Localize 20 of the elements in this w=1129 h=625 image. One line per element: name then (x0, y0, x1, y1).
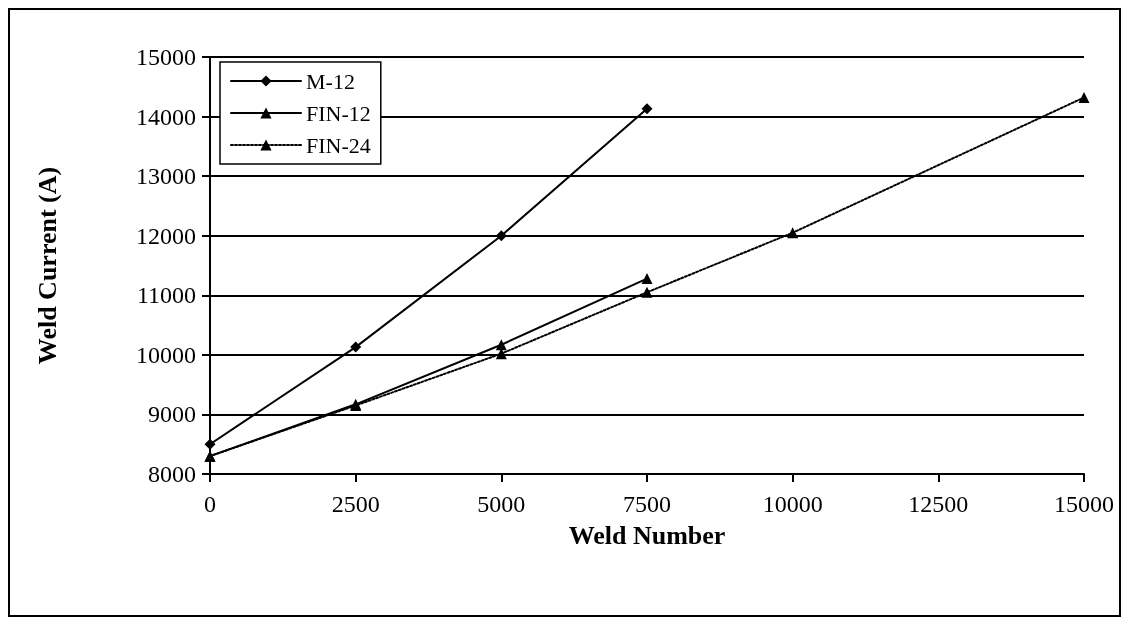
x-tick-label: 15000 (1054, 491, 1114, 517)
legend-label: FIN-24 (306, 132, 371, 158)
y-tick-label: 13000 (136, 163, 196, 190)
x-tick-label: 5000 (477, 491, 526, 517)
y-tick-label: 8000 (148, 461, 196, 487)
y-tick-label: 11000 (136, 282, 196, 309)
x-tick-label: 7500 (623, 491, 671, 517)
y-tick-label: 14000 (136, 103, 196, 130)
y-axis-title: Weld Current (A) (32, 166, 62, 365)
legend-label: M-12 (306, 68, 355, 94)
legend-label: FIN-12 (306, 100, 371, 126)
y-tick-label: 9000 (148, 401, 196, 428)
y-tick-label: 15000 (136, 44, 196, 70)
x-tick-label: 2500 (331, 491, 380, 517)
x-axis-title: Weld Number (568, 520, 726, 550)
y-tick-label: 10000 (136, 341, 196, 368)
x-tick-label: 10000 (762, 491, 823, 517)
x-tick-label: 0 (204, 491, 216, 517)
y-tick-label: 12000 (136, 222, 196, 249)
x-tick-label: 12500 (908, 491, 969, 517)
